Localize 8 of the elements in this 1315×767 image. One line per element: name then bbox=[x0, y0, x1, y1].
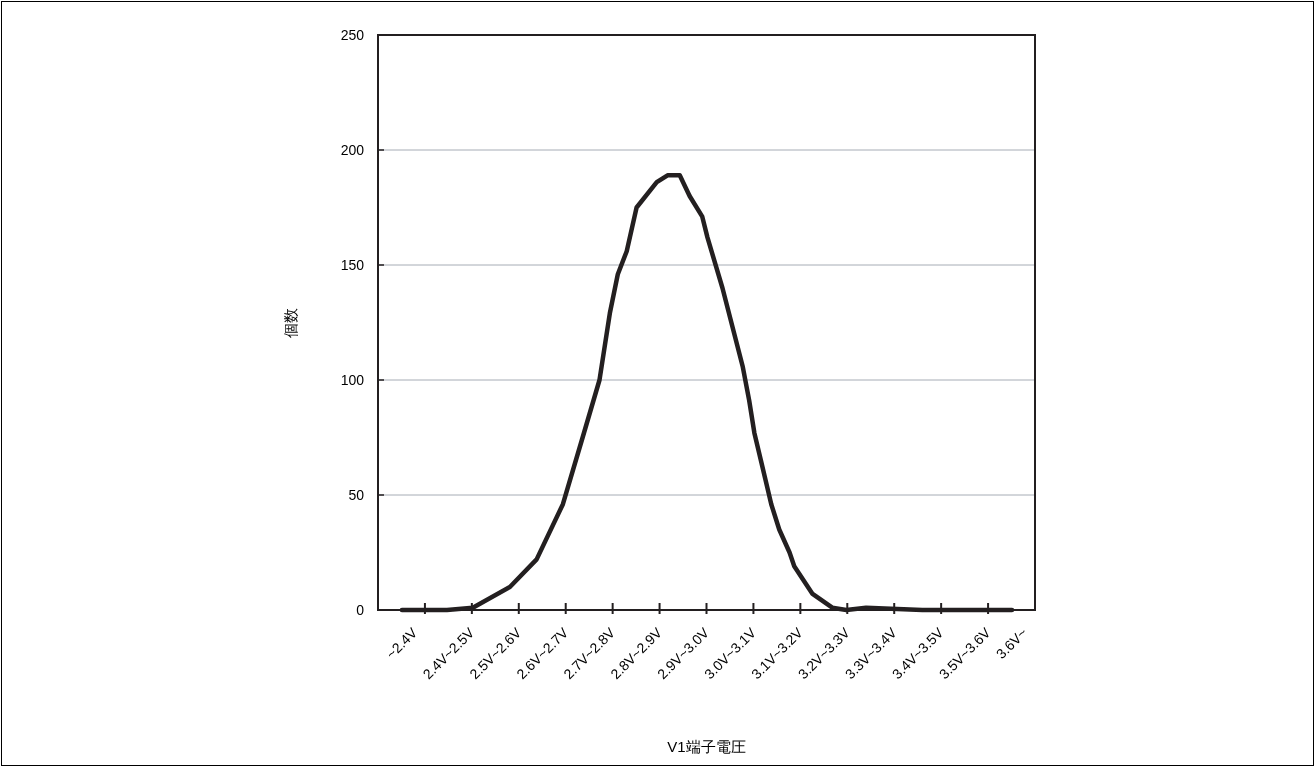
y-axis-title: 個数 bbox=[282, 307, 299, 338]
y-tick-label: 100 bbox=[340, 372, 365, 388]
y-tick-label: 250 bbox=[340, 27, 365, 43]
y-tick-label: 50 bbox=[348, 487, 365, 503]
x-axis-title: V1端子電圧 bbox=[667, 738, 746, 755]
y-tick-label: 0 bbox=[356, 602, 365, 618]
y-tick-label: 200 bbox=[340, 142, 365, 158]
y-tick-label: 150 bbox=[340, 257, 365, 273]
